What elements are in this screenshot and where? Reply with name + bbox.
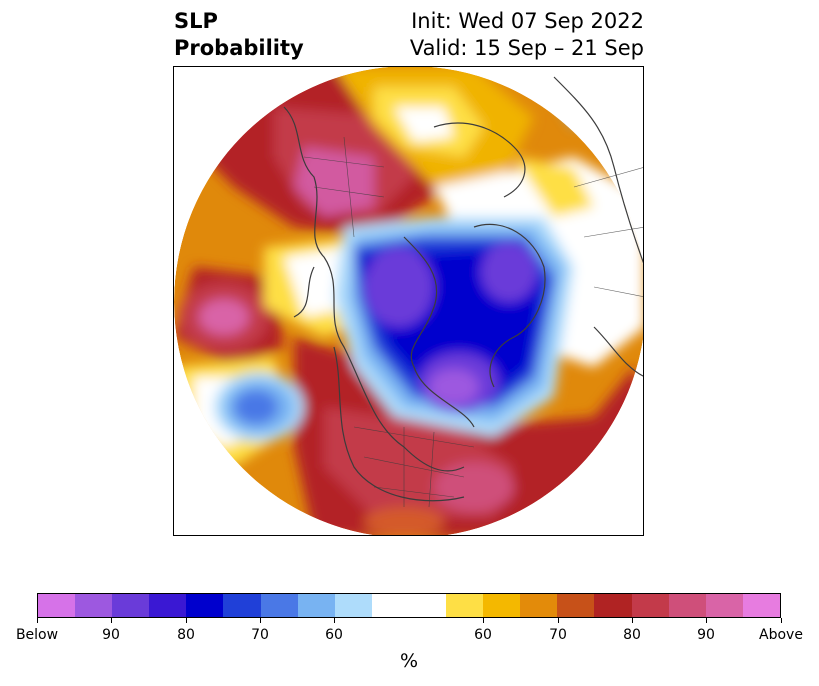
legend-tick-label: 90: [102, 627, 120, 643]
probability-field: [174, 67, 643, 535]
legend-swatch: [408, 594, 447, 617]
legend-swatch: [297, 594, 335, 617]
legend-tick-label: Below: [15, 627, 59, 643]
legend-swatch: [705, 594, 743, 617]
legend-swatch: [334, 594, 372, 617]
legend-unit: %: [399, 650, 419, 672]
legend-swatch: [75, 594, 113, 617]
map-panel: [173, 66, 644, 536]
legend-tick-label: 90: [697, 627, 715, 643]
title-variable: SLP: [174, 9, 218, 33]
legend-tick-label: 60: [474, 627, 492, 643]
legend-swatch: [557, 594, 595, 617]
legend-tick-label: 80: [623, 627, 641, 643]
legend-tick: [706, 618, 707, 623]
legend-tick: [186, 618, 187, 623]
title-product: Probability: [174, 36, 304, 60]
probability-map: [174, 67, 643, 535]
init-date: Init: Wed 07 Sep 2022: [411, 9, 644, 33]
coastlines: [283, 76, 643, 502]
legend-tick: [111, 618, 112, 623]
legend-swatch: [223, 594, 261, 617]
legend-tick-label: 60: [325, 627, 343, 643]
legend-tick: [334, 618, 335, 623]
legend-swatch: [594, 594, 632, 617]
legend-swatch: [38, 594, 76, 617]
title-left: SLP Probability: [174, 8, 304, 62]
borders: [303, 136, 643, 508]
legend-tick-label: 70: [251, 627, 269, 643]
legend-tick-label: Above: [759, 627, 803, 643]
title-right: Init: Wed 07 Sep 2022 Valid: 15 Sep – 21…: [410, 8, 644, 62]
legend-tick: [37, 618, 38, 623]
legend-swatch: [742, 594, 780, 617]
legend-swatch: [631, 594, 669, 617]
legend-tick: [632, 618, 633, 623]
legend-tick: [558, 618, 559, 623]
legend-swatch: [149, 594, 187, 617]
legend-swatch: [371, 594, 409, 617]
legend-colorbar: [37, 593, 781, 618]
legend-swatch: [520, 594, 558, 617]
legend-swatch: [668, 594, 706, 617]
legend-swatch: [186, 594, 224, 617]
legend-swatch: [446, 594, 484, 617]
legend-swatch: [260, 594, 298, 617]
legend-tick: [260, 618, 261, 623]
legend-tick: [781, 618, 782, 623]
legend-tick-label: 80: [177, 627, 195, 643]
legend-swatch: [483, 594, 521, 617]
valid-range: Valid: 15 Sep – 21 Sep: [409, 36, 644, 60]
legend-tick-label: 70: [549, 627, 567, 643]
legend-tick: [483, 618, 484, 623]
legend-swatch: [112, 594, 150, 617]
